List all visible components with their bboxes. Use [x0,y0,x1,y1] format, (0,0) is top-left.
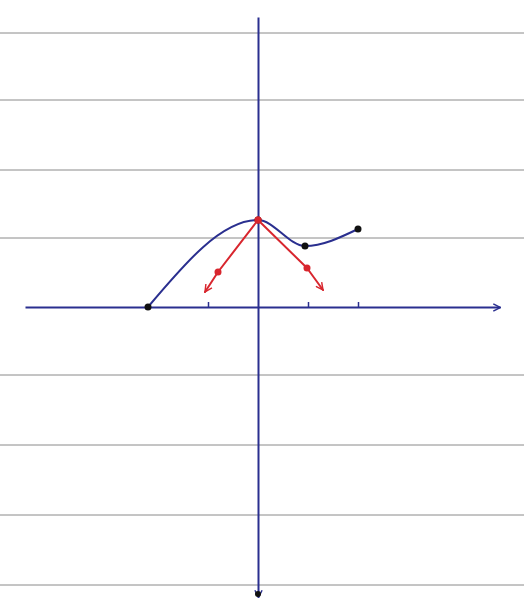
x-axis-line [26,307,501,309]
paper-line [0,375,524,376]
series-line [258,220,323,290]
x-tick [208,302,209,307]
x-tick-mark [358,302,360,307]
series-point [255,217,262,224]
x-axis [26,302,501,308]
x-tick [358,302,359,307]
paper-line [0,100,524,101]
paper-line [0,585,524,586]
series-point [302,243,309,250]
series-point [215,269,222,276]
plot-area [145,217,362,311]
series-line [148,220,358,307]
series-point [255,217,262,224]
paper-line [0,515,524,516]
paper-line [0,445,524,446]
paper-line [0,170,524,171]
x-tick-mark [208,302,210,307]
x-tick-mark [308,302,310,307]
y-axis-line [258,18,260,598]
series-point [255,217,262,224]
x-tick [308,302,309,307]
series-point [304,265,311,272]
y-axis [258,18,259,598]
paper-line [0,238,524,239]
chart [0,0,524,607]
series-line [205,220,258,292]
paper-lines [0,33,524,585]
series-point [355,226,362,233]
axis-end-dot [255,591,261,597]
paper-line [0,33,524,34]
series-point [145,304,152,311]
